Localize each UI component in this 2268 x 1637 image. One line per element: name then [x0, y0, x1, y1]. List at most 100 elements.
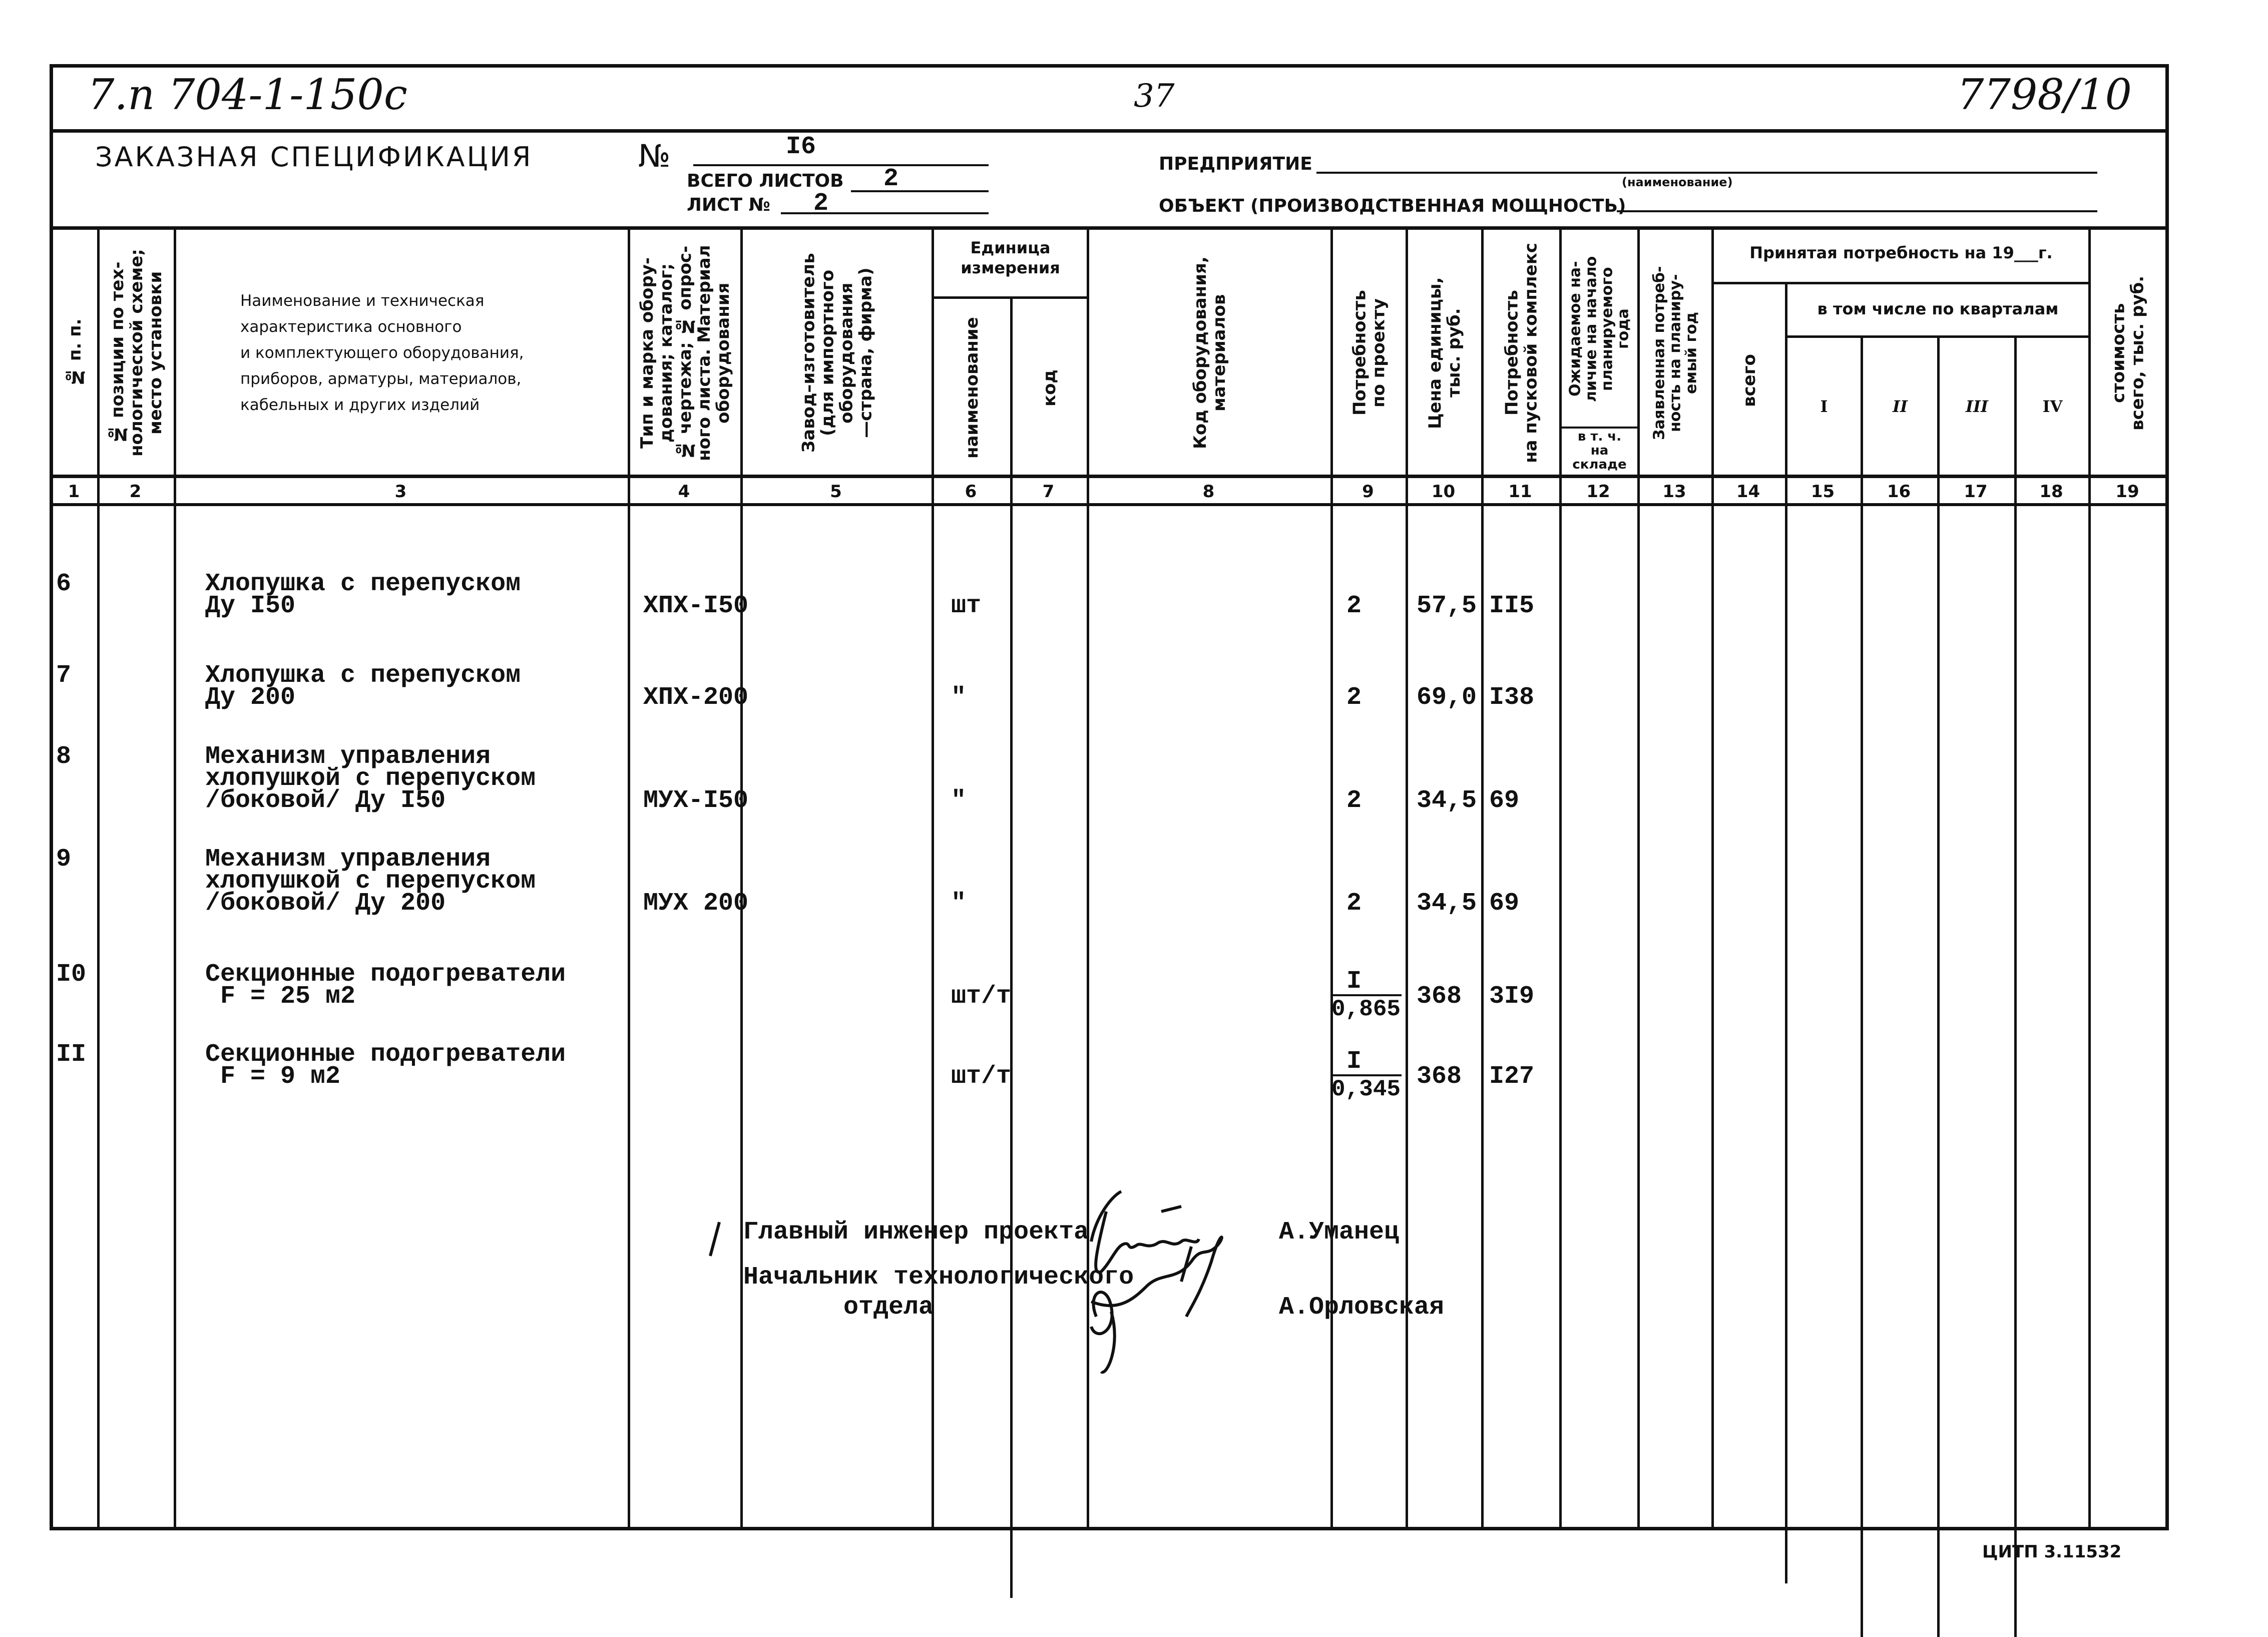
column-divider — [740, 228, 743, 1528]
col-4-header: Тип и марка обору- дования; каталог; № ч… — [637, 245, 733, 461]
column-number: 16 — [1887, 482, 1911, 502]
frame-bottom — [51, 1527, 2168, 1530]
col-16-header: II — [1893, 397, 1908, 416]
unit-price: 69,0 — [1417, 683, 1477, 712]
item-type: ХПХ-200 — [643, 683, 749, 712]
unit-price: 34,5 — [1417, 786, 1477, 815]
col-9-header: Потребность по проекту — [1349, 290, 1389, 416]
row-number: II — [56, 1040, 87, 1069]
frame-right — [2165, 64, 2169, 1530]
head-label-1: Начальник технологического — [743, 1263, 1134, 1292]
row-number: 8 — [56, 742, 72, 771]
unit-group-header: Единица измерения — [961, 238, 1060, 277]
margin-mark — [709, 1221, 721, 1257]
col-13-header: Заявленная потреб- ность на планиру- емы… — [1650, 266, 1700, 440]
sheet-underline — [781, 212, 989, 214]
col-11-header: Потребность на пусковой комплекс — [1502, 243, 1541, 463]
frame-left — [50, 64, 53, 1530]
total-sheets-label: ВСЕГО ЛИСТОВ — [687, 171, 844, 191]
column-number: 2 — [129, 482, 142, 502]
column-divider — [628, 228, 630, 1528]
unit-name: шт — [951, 592, 982, 620]
column-number: 9 — [1362, 482, 1374, 502]
column-divider — [1087, 228, 1089, 1528]
quantity: 2 — [1346, 592, 1362, 620]
head-name: А.Орловская — [1279, 1293, 1445, 1322]
number-label: № — [638, 138, 671, 174]
object-label: ОБЪЕКТ (ПРОИЗВОДСТВЕННАЯ МОЩНОСТЬ) — [1159, 196, 1626, 216]
number-value: I6 — [786, 133, 816, 161]
unit-price: 57,5 — [1417, 592, 1477, 620]
item-name: Механизм управления хлопушкой с перепуск… — [205, 845, 536, 918]
object-underline — [1617, 210, 2097, 212]
quantity: 2 — [1346, 683, 1362, 712]
item-name: Хлопушка с перепуском Ду 200 — [205, 661, 521, 712]
enterprise-sub: (наименование) — [1622, 175, 1733, 189]
col-2-header: № позиции по тех- нологической схеме; ме… — [108, 249, 166, 457]
column-number: 6 — [965, 482, 977, 502]
row-number: I0 — [56, 960, 87, 989]
column-number: 15 — [1810, 482, 1835, 502]
column-divider — [1330, 228, 1333, 1528]
sheet-value: 2 — [813, 189, 829, 218]
column-number: 3 — [394, 482, 407, 502]
launch-complex-qty: 69 — [1489, 786, 1520, 815]
col-15-header: I — [1820, 397, 1828, 416]
column-number: 7 — [1042, 482, 1055, 502]
frame-table-top — [51, 226, 2168, 230]
column-number: 5 — [830, 482, 842, 502]
sheet-label: ЛИСТ № — [687, 195, 770, 215]
row-number: 7 — [56, 661, 72, 690]
quantity-tonnes: 0,865 — [1331, 996, 1401, 1022]
column-divider — [1785, 283, 1787, 1583]
archive-number: 7798/10 — [1957, 70, 2132, 119]
col-6-header: наименование — [962, 317, 982, 459]
accepted-group-header: Принятая потребность на 19___г. — [1749, 243, 2053, 262]
unit-price: 34,5 — [1417, 889, 1477, 918]
col-12-sub-header: в т. ч. на складе — [1572, 429, 1627, 472]
item-type: МУХ-I50 — [643, 786, 749, 815]
quantity: I — [1346, 1047, 1362, 1076]
fraction-bar — [1331, 1074, 1402, 1076]
quarter-group-header: в том числе по кварталам — [1817, 299, 2059, 318]
quantity: 2 — [1346, 889, 1362, 918]
head-label-2: отдела — [843, 1293, 934, 1322]
handwritten-signatures — [1090, 1190, 1223, 1374]
fraction-bar — [1331, 994, 1402, 996]
column-number: 10 — [1431, 482, 1456, 502]
signature-umanets — [1090, 1190, 1200, 1282]
unit-name: " — [951, 889, 967, 918]
quantity: 2 — [1346, 786, 1362, 815]
unit-price: 368 — [1417, 982, 1462, 1011]
unit-name: " — [951, 683, 967, 712]
item-type: МУХ 200 — [643, 889, 749, 918]
accepted-header-divider — [1711, 282, 2088, 284]
item-name: Секционные подогреватели F = 9 м2 — [205, 1040, 566, 1091]
column-number: 17 — [1964, 482, 1988, 502]
column-divider — [932, 228, 934, 1528]
item-name: Секционные подогреватели F = 25 м2 — [205, 960, 566, 1011]
col-7-header: код — [1040, 369, 1060, 406]
col-10-header: Цена единицы, тыс. руб. — [1425, 277, 1464, 429]
column-number: 12 — [1586, 482, 1610, 502]
column-divider — [97, 228, 100, 1528]
unit-price: 368 — [1417, 1062, 1462, 1091]
column-divider — [1010, 297, 1013, 1598]
unit-header-divider — [932, 296, 1087, 299]
column-divider — [174, 228, 176, 1528]
row-number: 6 — [56, 570, 72, 598]
column-divider — [1711, 228, 1714, 1528]
doc-code: 7.п 704-1-150с — [88, 70, 407, 119]
col-8-header: Код оборудования, материалов — [1190, 256, 1229, 450]
frame-top — [51, 64, 2168, 68]
print-code: ЦИТП 3.11532 — [1982, 1542, 2122, 1562]
row-number: 9 — [56, 845, 72, 874]
total-sheets-underline — [851, 190, 989, 192]
header-bottom-line — [51, 475, 2168, 478]
enterprise-underline — [1316, 172, 2097, 174]
column-divider — [1937, 336, 1940, 1637]
item-name: Механизм управления хлопушкой с перепуск… — [205, 742, 536, 815]
chief-engineer-label: Главный инженер проекта — [743, 1218, 1089, 1247]
launch-complex-qty: II5 — [1489, 592, 1535, 620]
spec-title: ЗАКАЗНАЯ СПЕЦИФИКАЦИЯ — [95, 141, 533, 173]
